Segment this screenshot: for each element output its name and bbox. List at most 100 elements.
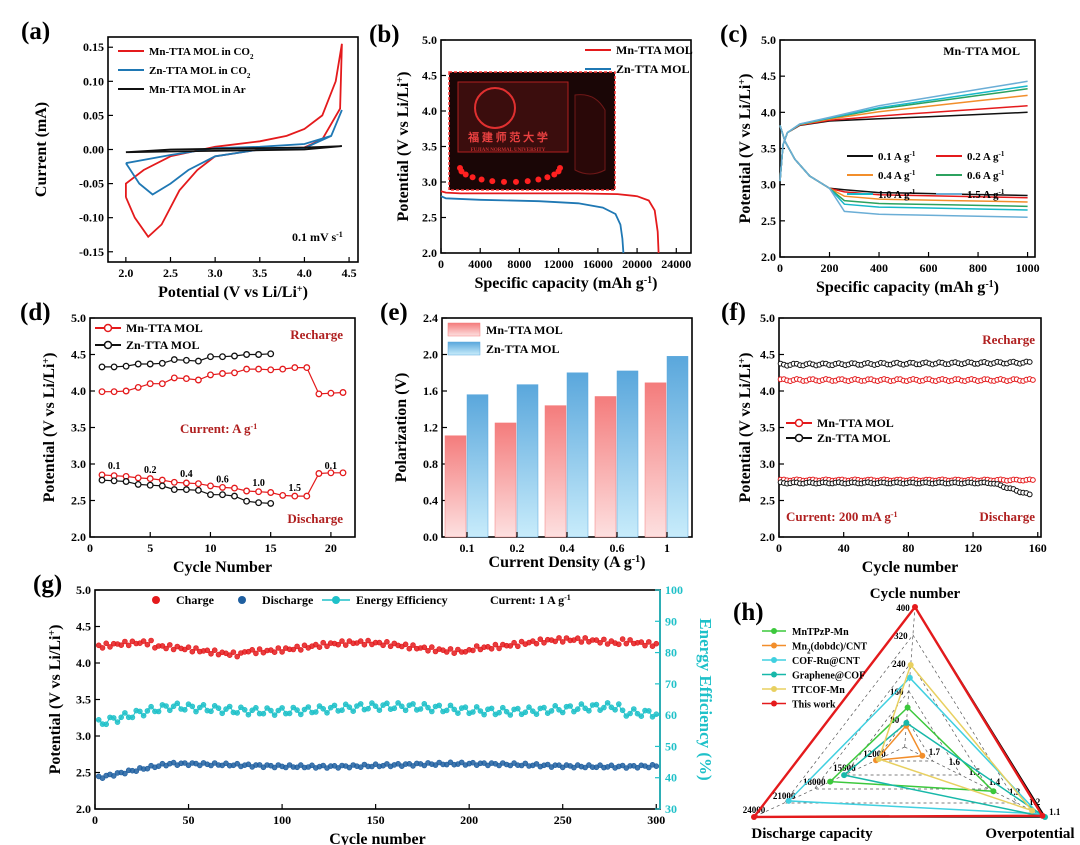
y-tick-label: 0.4 — [423, 494, 438, 508]
rate-marker — [146, 380, 154, 388]
rate-marker — [255, 351, 263, 358]
y-tick-label: 3.0 — [761, 178, 776, 192]
x-tick-label: 0 — [777, 261, 783, 275]
cycle-point — [185, 644, 192, 651]
radar-spoke — [904, 606, 916, 748]
radar-point — [1029, 807, 1036, 814]
rate-marker — [194, 480, 202, 488]
y-tick-label: 0.15 — [83, 40, 104, 54]
radar-point — [919, 752, 926, 759]
cycle-point — [290, 646, 297, 653]
cycle-point — [148, 637, 154, 644]
cycle-point — [357, 764, 364, 771]
cycle-point — [234, 653, 240, 660]
rate-marker — [170, 356, 178, 364]
radar-tick-label: 1.7 — [929, 747, 941, 757]
panel-title: Mn-TTA MOL — [943, 44, 1020, 58]
y-axis-label: Potential (V vs Li/Li+) — [41, 353, 59, 503]
cycle-point — [470, 647, 476, 654]
x-tick-label: 0.2 — [510, 541, 525, 555]
y-tick-label: 2.4 — [423, 311, 438, 325]
x-axis-label: Cycle Number — [173, 559, 272, 576]
y-tick-label: 0.00 — [83, 143, 104, 157]
y-tick-label: 5.0 — [76, 583, 91, 597]
rate-marker — [194, 486, 202, 494]
x-tick-label: 4.5 — [342, 266, 357, 280]
radar-point — [907, 662, 914, 668]
rate-marker — [122, 387, 130, 395]
cycle-point — [320, 762, 327, 769]
legend-marker — [103, 340, 113, 350]
x-tick-label: 400 — [870, 261, 888, 275]
cycle-point — [492, 641, 499, 648]
cycle-point — [95, 642, 102, 649]
legend-label: Zn-TTA MOL — [126, 338, 199, 352]
y-axis-label: Potential (V vs Li/Li+) — [47, 625, 65, 775]
legend-label: Zn-TTA MOL — [817, 431, 890, 445]
cycle-point — [342, 642, 349, 648]
cycle-point — [488, 645, 495, 652]
panel-e: 0.0 0.4 0.8 1.2 1.6 2.0 2.4 0.1 0.2 0.4 0.6 1 (e) Cur… — [380, 299, 693, 571]
cycle-point — [601, 636, 607, 643]
cycle-point — [402, 641, 409, 648]
rate-marker — [98, 388, 106, 396]
y-tick-label: 3.0 — [71, 457, 86, 471]
cycle-point — [211, 647, 218, 654]
radar-spoke — [753, 746, 905, 818]
cv-curve — [125, 109, 343, 196]
radar-tick-label: 21000 — [773, 791, 796, 801]
y-tick-label: 0.05 — [83, 108, 104, 122]
rate-marker — [267, 366, 275, 374]
charge-curve — [779, 85, 1028, 182]
legend-label: 1.5 A g-1 — [967, 188, 1005, 201]
cycle-point — [421, 644, 428, 651]
legend-marker — [771, 700, 777, 707]
cycle-point — [275, 645, 282, 651]
rate-marker — [243, 497, 251, 505]
panel-c: 0 200 400 600 800 1000 2.0 2.5 3.0 3.5 4.0 4.5 5.0 (c… — [720, 21, 1040, 296]
led-dot — [551, 171, 558, 178]
y-tick-label: 3.0 — [760, 457, 775, 471]
legend-label: Discharge — [262, 593, 314, 607]
cycle-point — [615, 641, 622, 648]
cycle-point — [597, 639, 603, 646]
cycle-point — [443, 649, 450, 655]
legend-marker — [794, 418, 804, 428]
cycle-point — [245, 761, 252, 768]
radar-tick-label: 240 — [892, 659, 906, 669]
cycle-point — [144, 641, 151, 648]
rate-marker — [134, 360, 142, 368]
cycle-point — [297, 647, 304, 653]
cycle-point — [619, 636, 626, 642]
y-tick-label: 4.5 — [761, 69, 776, 83]
panel-letter: (c) — [720, 21, 748, 48]
rate-marker — [279, 491, 287, 499]
legend-marker — [771, 671, 777, 678]
rate-value-label: 0.2 — [144, 465, 157, 476]
current-label: Current: A g-1 — [180, 421, 257, 436]
cycle-point — [365, 637, 371, 644]
legend-label: 1.0 A g-1 — [878, 188, 916, 201]
led-dot — [501, 178, 507, 185]
legend-marker — [794, 433, 804, 443]
legend-marker — [771, 628, 777, 634]
rate-marker — [110, 477, 118, 485]
x-tick-label: 3.5 — [252, 266, 267, 280]
rate-marker — [207, 353, 214, 361]
scan-rate-annotation: 0.1 mV s-1 — [292, 230, 343, 245]
rate-value-label: 0.1 — [108, 461, 121, 472]
cycle-point — [144, 765, 151, 772]
y-tick-label: 4.0 — [422, 104, 437, 118]
rate-value-label: 1.0 — [252, 478, 265, 489]
bar — [594, 396, 617, 538]
rate-marker — [170, 374, 178, 382]
rate-value-label: 0.1 — [325, 461, 338, 472]
rate-marker — [158, 359, 166, 367]
rate-marker — [207, 371, 214, 379]
cycle-point — [335, 641, 342, 648]
y2-tick-label: 100 — [665, 583, 683, 597]
x-tick-label: 0 — [776, 541, 782, 555]
y-tick-label: 2.0 — [71, 530, 86, 544]
legend-label: COF-Ru@CNT — [792, 656, 860, 667]
bar — [616, 370, 639, 538]
